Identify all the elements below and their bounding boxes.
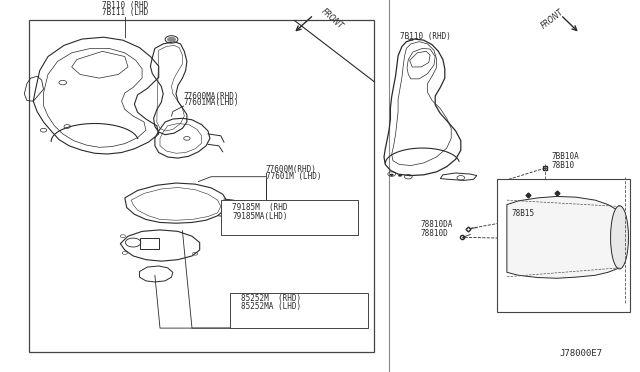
Text: 78B15: 78B15 — [512, 209, 535, 218]
Text: 77601MA(LHD): 77601MA(LHD) — [184, 98, 239, 107]
Bar — [29, 20, 374, 352]
Text: 7B110 (RHD): 7B110 (RHD) — [400, 32, 451, 41]
Ellipse shape — [611, 206, 628, 269]
Text: 77600M(RHD): 77600M(RHD) — [266, 165, 316, 174]
Text: 7BB10A: 7BB10A — [552, 152, 579, 161]
Text: 7B111 (LHD: 7B111 (LHD — [102, 8, 148, 17]
Text: 79185M  (RHD: 79185M (RHD — [232, 203, 288, 212]
Text: 85252M  (RHD): 85252M (RHD) — [241, 294, 301, 302]
Bar — [497, 179, 630, 312]
Text: 78810D: 78810D — [420, 229, 448, 238]
Polygon shape — [507, 196, 620, 278]
Circle shape — [390, 174, 394, 176]
Text: J78000E7: J78000E7 — [559, 349, 602, 358]
Circle shape — [167, 37, 176, 42]
Text: 77601M (LHD): 77601M (LHD) — [266, 171, 321, 180]
Circle shape — [398, 174, 402, 177]
Bar — [221, 200, 358, 235]
Text: 78B10: 78B10 — [552, 161, 575, 170]
Text: 77600MA(RHD): 77600MA(RHD) — [184, 92, 239, 100]
Text: 85252MA (LHD): 85252MA (LHD) — [241, 302, 301, 311]
Text: FRONT: FRONT — [540, 7, 566, 30]
Text: 79185MA(LHD): 79185MA(LHD) — [232, 212, 288, 221]
Text: FRONT: FRONT — [319, 7, 345, 31]
Text: 7B110 (RHD: 7B110 (RHD — [102, 1, 148, 10]
Bar — [230, 293, 368, 328]
Text: 78810DA: 78810DA — [420, 220, 453, 229]
